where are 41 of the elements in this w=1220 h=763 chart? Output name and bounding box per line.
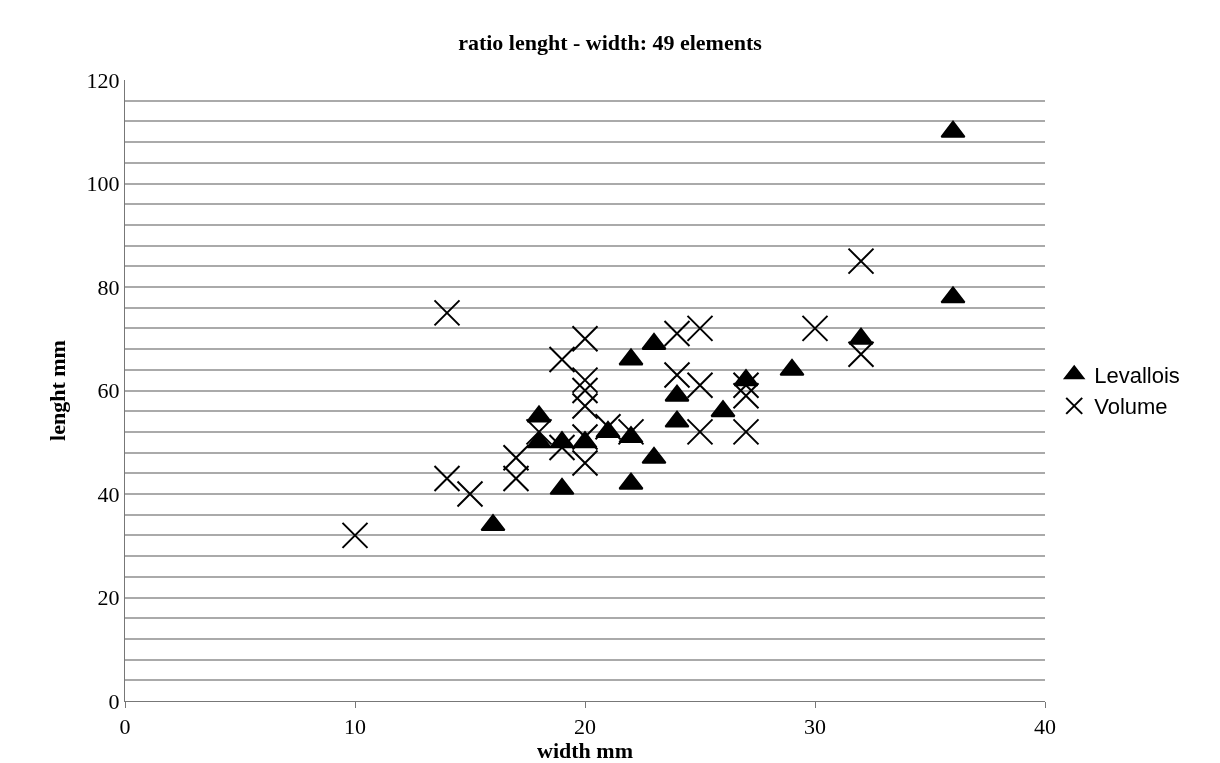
y-tick-label: 60 xyxy=(97,378,120,404)
point xyxy=(686,314,714,342)
point xyxy=(502,464,530,492)
point xyxy=(571,366,599,394)
y-tick-label: 40 xyxy=(97,481,120,507)
point xyxy=(663,320,691,348)
y-tick-label: 0 xyxy=(108,688,120,714)
point xyxy=(801,314,829,342)
y-tick-label: 20 xyxy=(97,585,120,611)
y-tick-label: 100 xyxy=(86,171,120,197)
point xyxy=(663,361,691,389)
point xyxy=(502,444,530,472)
x-tick-label: 10 xyxy=(344,714,366,740)
point xyxy=(732,382,760,410)
y-tick-label: 120 xyxy=(86,67,120,93)
point xyxy=(686,418,714,446)
point xyxy=(571,449,599,477)
legend-label: Levallois xyxy=(1094,362,1180,388)
point xyxy=(732,418,760,446)
point xyxy=(732,371,760,399)
point xyxy=(525,418,553,446)
point xyxy=(433,299,461,327)
point xyxy=(571,392,599,420)
chart-title: ratio lenght - width: 49 elements xyxy=(458,29,763,55)
point xyxy=(548,433,576,461)
point xyxy=(548,345,576,373)
point xyxy=(456,480,484,508)
point xyxy=(686,371,714,399)
x-tick-label: 40 xyxy=(1034,714,1056,740)
point xyxy=(847,340,875,368)
x-axis-title: width mm xyxy=(537,738,633,763)
x-tick-label: 30 xyxy=(804,714,826,740)
point xyxy=(571,377,599,404)
point xyxy=(571,325,599,353)
point xyxy=(847,247,875,275)
point xyxy=(433,464,461,492)
y-axis-title: lenght mm xyxy=(45,340,71,441)
point xyxy=(341,521,369,549)
x-tick-label: 20 xyxy=(574,714,596,740)
y-tick-label: 80 xyxy=(97,274,120,300)
legend-label: Volume xyxy=(1094,394,1168,420)
